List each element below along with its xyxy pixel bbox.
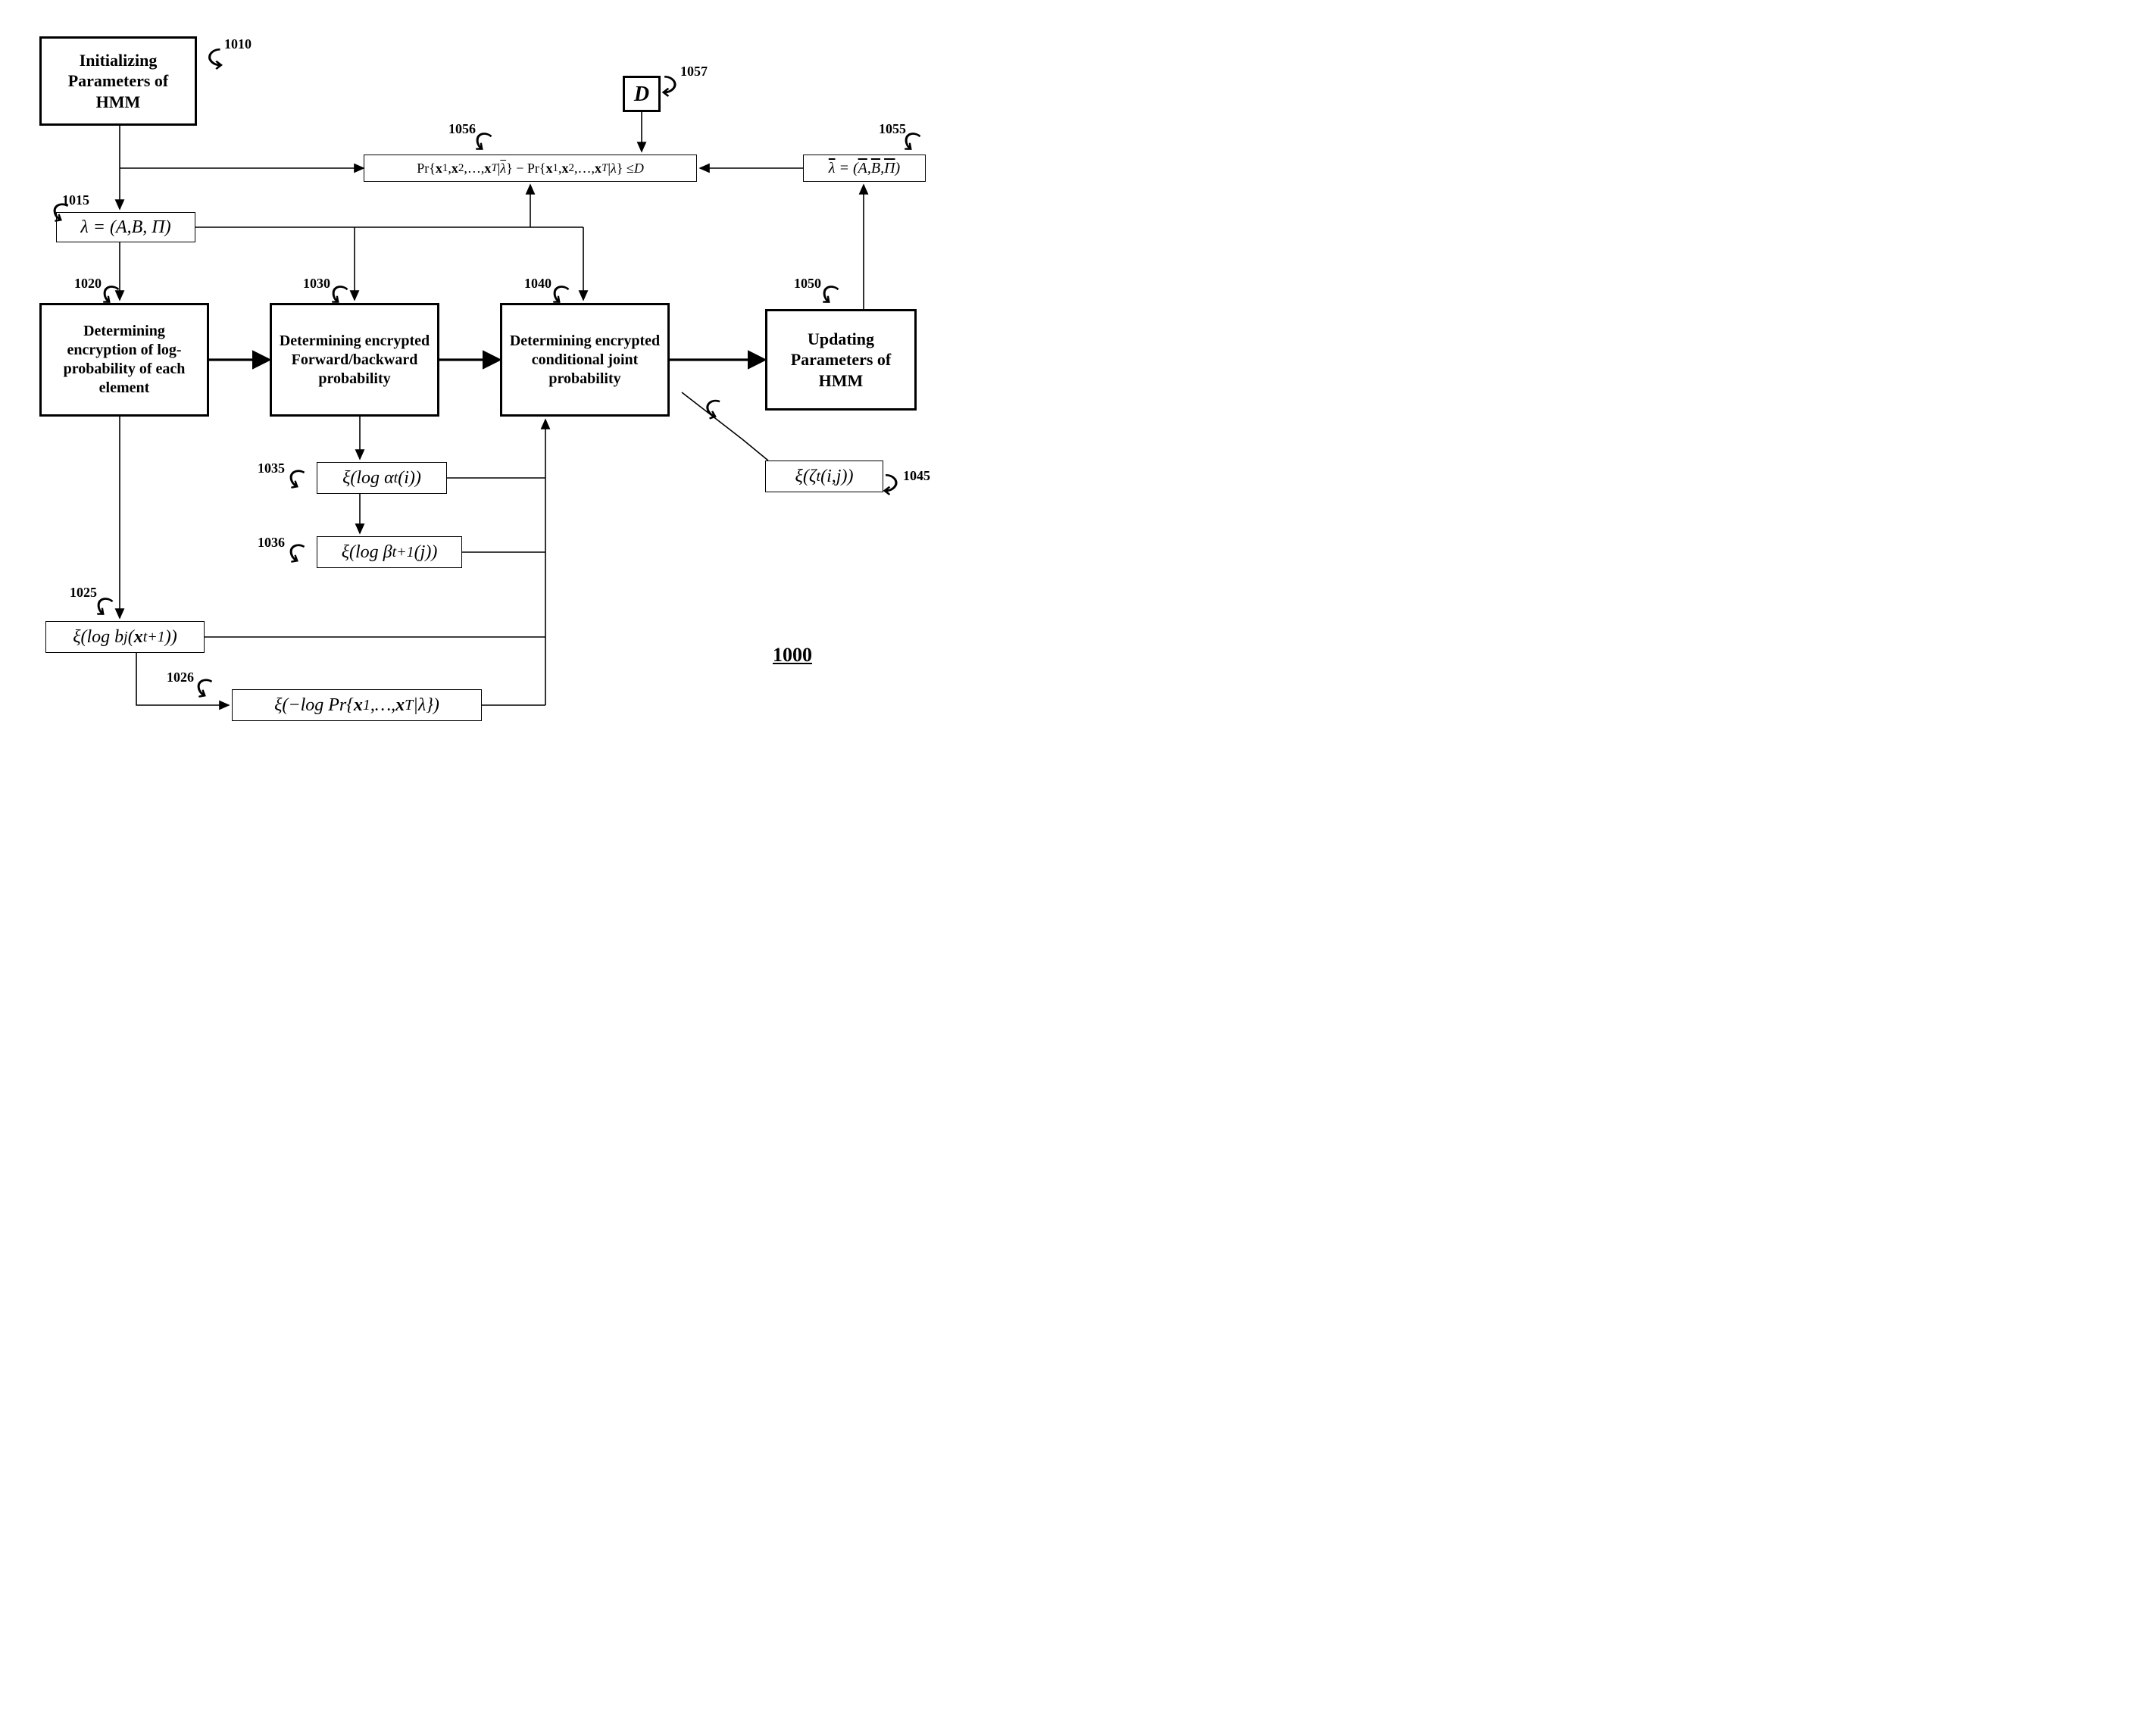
squiggle-icon: ⤹ (701, 395, 723, 423)
box-text: Determining encryption of log-probabilit… (48, 322, 201, 398)
ref-1025: 1025 (70, 585, 97, 601)
ref-1055: 1055 (879, 121, 906, 137)
squiggle-icon: ⤹ (283, 464, 308, 492)
formula-b: ξ(log bj(xt+1)) (45, 621, 205, 653)
squiggle-icon: ⤹ (208, 47, 223, 70)
box-text: Determining encrypted Forward/backward p… (278, 332, 431, 389)
formula-lambda: λ = (A, B, Π) (56, 212, 195, 242)
box-d: D (623, 76, 661, 112)
ref-1056: 1056 (448, 121, 476, 137)
box-conditional-joint: Determining encrypted conditional joint … (500, 303, 670, 417)
box-initializing: Initializing Parameters of HMM (39, 36, 197, 126)
formula-alpha: ξ(log αt(i)) (317, 462, 447, 494)
box-updating: Updating Parameters of HMM (765, 309, 917, 411)
formula-convergence: Pr{x1, x2,…, xT | λ} − Pr{x1, x2,…, xT |… (364, 155, 697, 182)
ref-1020: 1020 (74, 276, 102, 292)
squiggle-icon: ⤹ (883, 473, 898, 496)
ref-1057: 1057 (680, 64, 708, 80)
box-forward-backward: Determining encrypted Forward/backward p… (270, 303, 439, 417)
box-text: Updating Parameters of HMM (773, 329, 908, 392)
formula-neglogpr: ξ(−log Pr{x1,…, xT | λ}) (232, 689, 482, 721)
ref-1050: 1050 (794, 276, 821, 292)
box-text: Determining encrypted conditional joint … (508, 332, 661, 389)
figure-number: 1000 (773, 644, 812, 667)
squiggle-icon: ⤹ (283, 539, 308, 566)
box-text: Initializing Parameters of HMM (48, 50, 189, 113)
flowchart-canvas: Initializing Parameters of HMM Determini… (15, 15, 1061, 810)
ref-1010: 1010 (224, 36, 252, 52)
ref-1036: 1036 (258, 535, 285, 551)
formula-zeta: ξ(ζt(i, j)) (765, 461, 883, 492)
ref-1040: 1040 (524, 276, 551, 292)
formula-beta: ξ(log βt+1(j)) (317, 536, 462, 568)
squiggle-icon: ⤹ (662, 74, 677, 98)
ref-1045: 1045 (903, 468, 930, 484)
box-encryption-logprob: Determining encryption of log-probabilit… (39, 303, 209, 417)
formula-lambda-bar: λ = (A, B, Π) (803, 155, 926, 182)
ref-1030: 1030 (303, 276, 330, 292)
ref-1026: 1026 (167, 670, 194, 685)
ref-1035: 1035 (258, 461, 285, 476)
squiggle-icon: ⤹ (191, 673, 215, 701)
box-text: D (634, 81, 649, 108)
